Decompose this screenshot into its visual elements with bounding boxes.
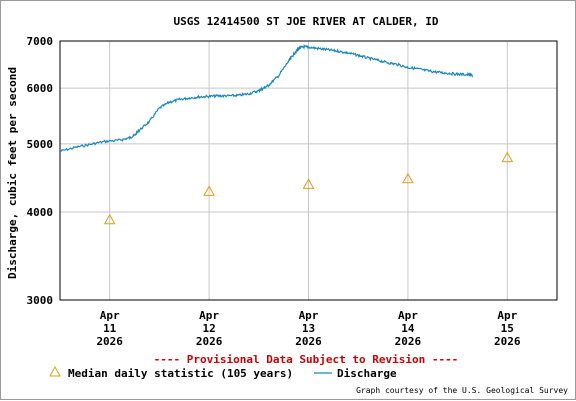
median-marker	[103, 213, 116, 225]
y-tick-label: 3000	[27, 294, 54, 307]
chart-title: USGS 12414500 ST JOE RIVER AT CALDER, ID	[174, 15, 439, 28]
x-tick-label: Apr	[199, 309, 219, 322]
y-tick-labels: 3000 4000 5000 6000 7000	[27, 35, 54, 307]
x-tick-label: 2026	[96, 335, 123, 348]
x-tick-label: Apr	[299, 309, 319, 322]
y-tick-label: 4000	[27, 206, 54, 219]
x-tick-label: 2026	[196, 335, 223, 348]
x-tick-label: 2026	[295, 335, 322, 348]
y-tick-label: 6000	[27, 82, 54, 95]
grid-lines	[60, 41, 557, 300]
plot-area	[59, 40, 558, 301]
x-tick-label: 12	[202, 322, 215, 335]
x-tick-label: 15	[501, 322, 514, 335]
y-tick-label: 7000	[27, 35, 54, 48]
x-tick-label: 11	[103, 322, 117, 335]
y-axis-label: Discharge, cubic feet per second	[6, 67, 19, 279]
median-marker	[501, 151, 514, 163]
x-tick-labels: Apr112026Apr122026Apr132026Apr142026Apr1…	[96, 309, 520, 348]
credit-text: Graph courtesy of the U.S. Geological Su…	[356, 386, 568, 395]
x-tick-label: 13	[302, 322, 315, 335]
x-tick-label: Apr	[398, 309, 418, 322]
x-tick-label: 2026	[395, 335, 422, 348]
x-tick-label: Apr	[497, 309, 517, 322]
median-marker	[203, 185, 215, 196]
discharge-series-line	[59, 44, 474, 152]
x-tick-label: 2026	[494, 335, 521, 348]
legend-median-marker	[49, 365, 61, 377]
median-marker	[402, 172, 414, 184]
x-tick-label: 14	[401, 322, 415, 335]
y-tick-label: 5000	[27, 138, 54, 151]
legend-median-label: Median daily statistic (105 years)	[68, 367, 293, 380]
legend-discharge-label: Discharge	[337, 367, 397, 380]
x-tick-label: Apr	[100, 309, 120, 322]
provisional-note: ---- Provisional Data Subject to Revisio…	[154, 353, 459, 366]
median-markers	[103, 151, 514, 225]
legend: Median daily statistic (105 years) Disch…	[49, 365, 397, 380]
median-marker	[302, 178, 315, 189]
